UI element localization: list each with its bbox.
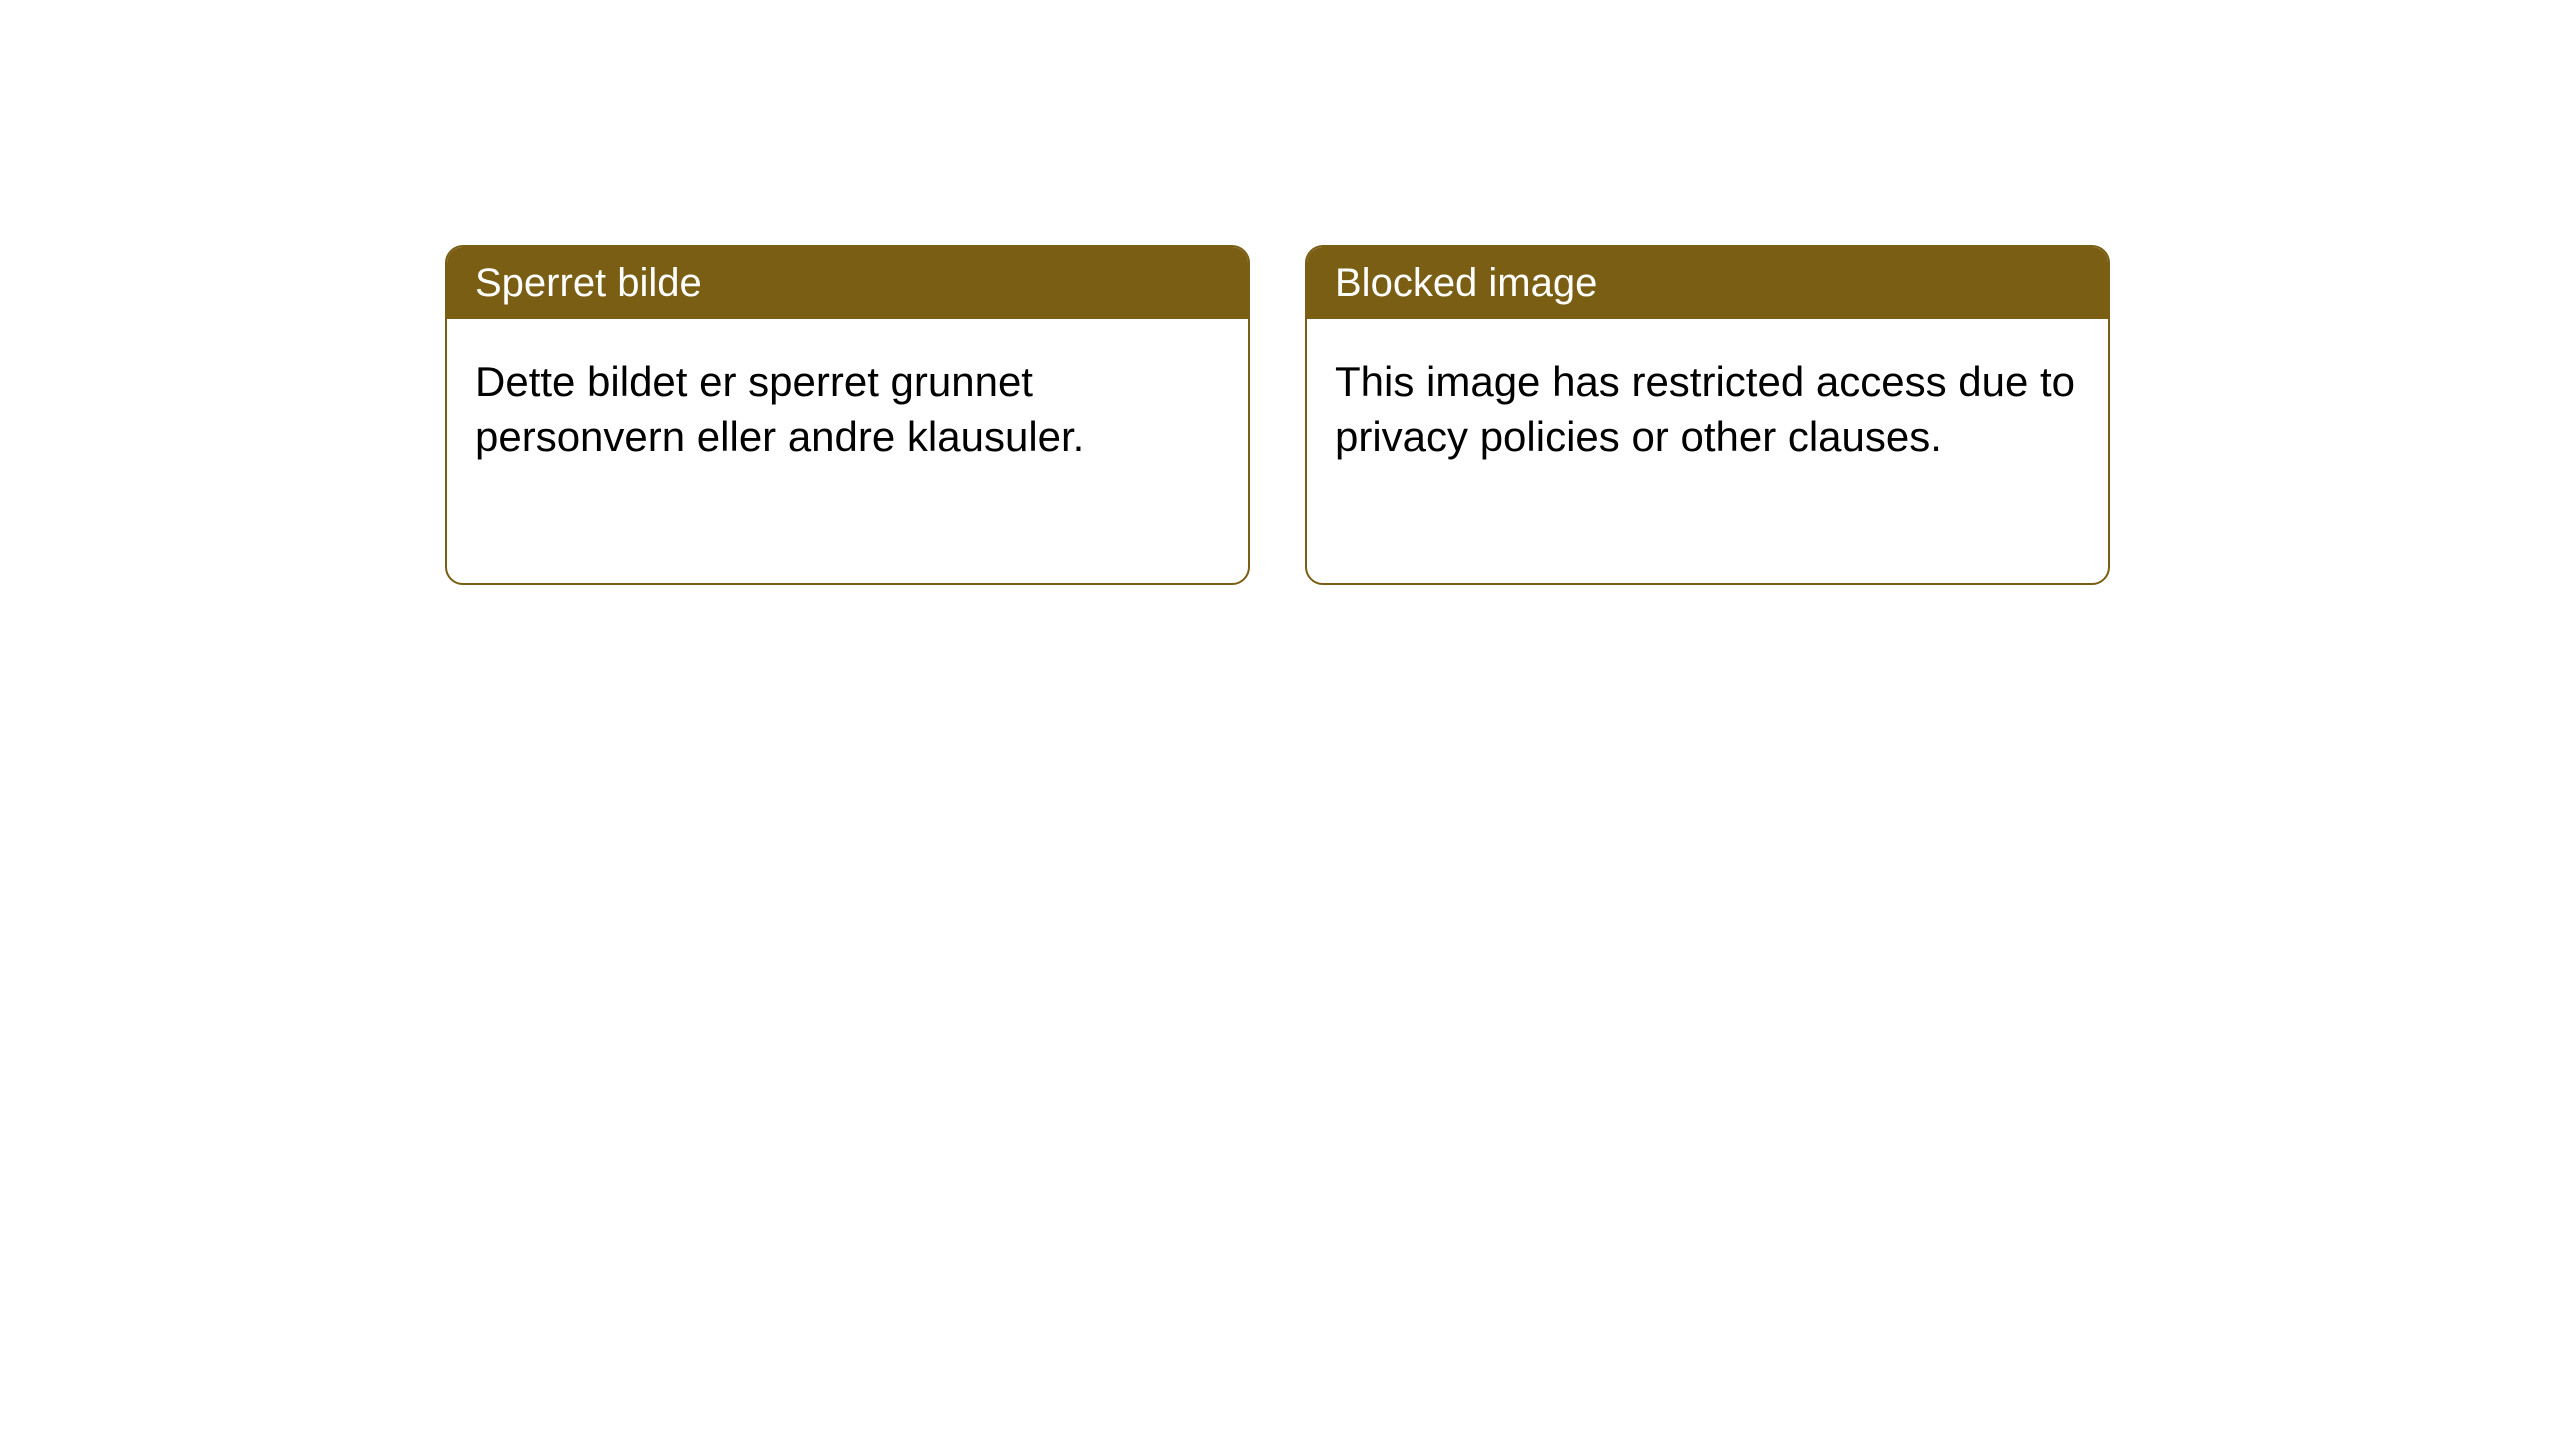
notice-card-english: Blocked image This image has restricted … bbox=[1305, 245, 2110, 585]
notice-title: Sperret bilde bbox=[475, 261, 702, 305]
notice-body: Dette bildet er sperret grunnet personve… bbox=[447, 319, 1248, 500]
notice-title: Blocked image bbox=[1335, 261, 1597, 305]
notice-header: Sperret bilde bbox=[447, 247, 1248, 319]
notice-card-norwegian: Sperret bilde Dette bildet er sperret gr… bbox=[445, 245, 1250, 585]
notice-container: Sperret bilde Dette bildet er sperret gr… bbox=[445, 245, 2110, 585]
notice-body-text: This image has restricted access due to … bbox=[1335, 358, 2075, 460]
notice-header: Blocked image bbox=[1307, 247, 2108, 319]
notice-body: This image has restricted access due to … bbox=[1307, 319, 2108, 500]
notice-body-text: Dette bildet er sperret grunnet personve… bbox=[475, 358, 1084, 460]
